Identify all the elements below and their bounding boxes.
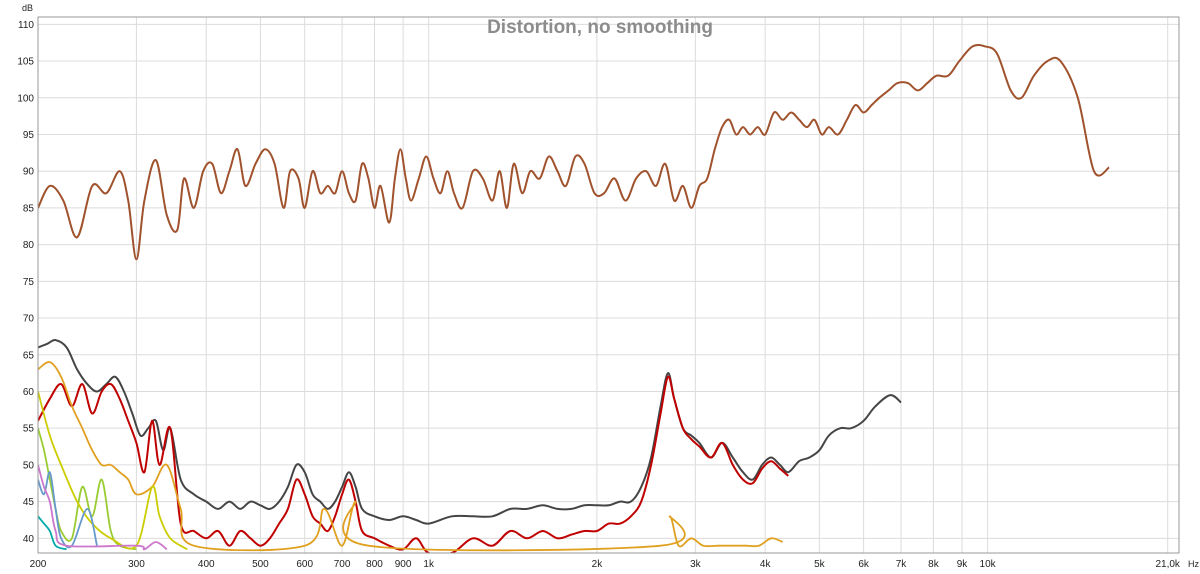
x-tick-label: 300 — [128, 559, 145, 570]
x-axis-labels: 200 300 400 500 600 700 800 900 1k 2k 3k 4k 5k 6k 7k 8k… — [30, 559, 1181, 570]
series-line-2 — [38, 375, 789, 553]
y-tick-label: 90 — [23, 167, 35, 178]
x-tick-label: 8k — [928, 559, 940, 570]
series-line-3 — [38, 361, 784, 552]
y-tick-label: 65 — [23, 350, 35, 361]
x-tick-label: 700 — [334, 559, 351, 570]
x-tick-label: 600 — [296, 559, 313, 570]
y-tick-label: 45 — [23, 497, 35, 508]
x-tick-label: 10k — [980, 559, 997, 570]
series-line-4 — [38, 427, 137, 551]
y-axis-unit: dB — [22, 3, 33, 13]
y-tick-label: 55 — [23, 424, 35, 435]
y-tick-label: 95 — [23, 130, 35, 141]
series-line-8 — [38, 515, 67, 551]
x-tick-label: 900 — [395, 559, 412, 570]
x-tick-label: 9k — [957, 559, 969, 570]
series-layer — [38, 43, 1110, 553]
y-tick-label: 75 — [23, 277, 35, 288]
series-line-1 — [38, 339, 902, 525]
y-tick-label: 50 — [23, 460, 35, 471]
x-tick-label: 800 — [366, 559, 383, 570]
series-line-6 — [38, 471, 98, 549]
x-tick-label: 500 — [252, 559, 269, 570]
y-tick-label: 70 — [23, 314, 35, 325]
plot-background — [38, 17, 1179, 553]
y-tick-label: 40 — [23, 534, 35, 545]
x-tick-label: 3k — [690, 559, 702, 570]
x-axis-unit: Hz — [1188, 559, 1199, 569]
series-line-5 — [38, 391, 188, 551]
series-line-0 — [38, 43, 1110, 261]
x-tick-label: 200 — [30, 559, 47, 570]
y-axis-labels: 40 45 50 55 60 65 70 75 80 85 90 95 100 105 110 — [17, 20, 34, 545]
x-tick-label: 7k — [896, 559, 908, 570]
y-grid — [38, 23, 1179, 539]
chart-title: Distortion, no smoothing — [487, 17, 713, 38]
y-tick-label: 80 — [23, 240, 35, 251]
y-tick-label: 105 — [17, 57, 34, 68]
x-tick-label: 400 — [198, 559, 215, 570]
y-tick-label: 85 — [23, 203, 35, 214]
y-tick-label: 60 — [23, 387, 35, 398]
x-tick-label: 5k — [814, 559, 826, 570]
y-tick-label: 100 — [17, 93, 34, 104]
x-tick-label: 21,0k — [1155, 559, 1180, 570]
x-tick-label: 2k — [592, 559, 604, 570]
y-tick-label: 110 — [18, 20, 34, 31]
x-tick-label: 6k — [858, 559, 870, 570]
plot-frame — [37, 16, 1180, 554]
x-tick-label: 4k — [760, 559, 772, 570]
x-tick-label: 1k — [423, 559, 435, 570]
series-line-7 — [38, 464, 168, 551]
